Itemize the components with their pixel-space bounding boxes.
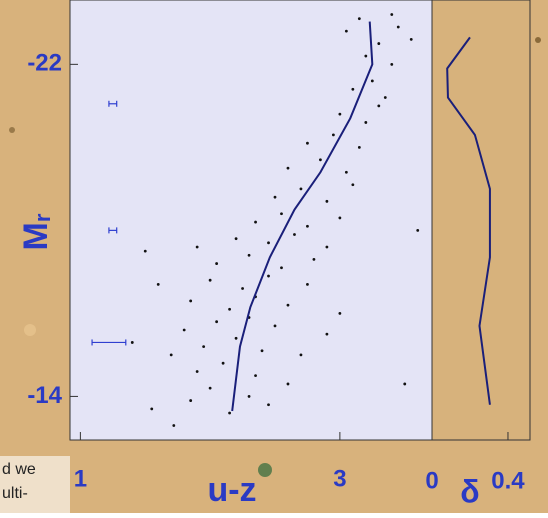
data-point (189, 299, 193, 303)
data-point (357, 17, 361, 21)
texture-spot (24, 324, 36, 336)
data-point (241, 287, 244, 290)
data-point (351, 183, 355, 187)
data-point (169, 353, 173, 357)
plot-area (431, 0, 531, 441)
side-panel: 0 0.4 (425, 0, 531, 494)
data-point (357, 145, 361, 149)
data-point (150, 407, 154, 411)
data-point (195, 370, 199, 373)
data-point (344, 29, 348, 33)
data-point (351, 87, 355, 91)
y-axis-label-sub: r (30, 213, 55, 222)
data-point (267, 403, 270, 407)
data-point (228, 411, 231, 415)
data-point (338, 216, 342, 220)
data-point (390, 13, 394, 16)
data-point (396, 25, 400, 29)
data-point (286, 382, 290, 386)
data-point (364, 121, 368, 124)
y-axis-label: Mr (17, 213, 55, 250)
data-point (247, 253, 251, 257)
data-point (234, 336, 238, 340)
data-point (325, 332, 329, 336)
text-backdrop (0, 456, 70, 513)
plot-area (69, 0, 433, 441)
data-point (409, 38, 413, 41)
data-point (312, 258, 316, 261)
data-point (293, 233, 296, 236)
slide-text: d we (2, 461, 36, 478)
data-point (267, 241, 270, 245)
data-point (221, 361, 225, 365)
data-point (280, 212, 283, 216)
delta-line (446, 36, 491, 405)
data-point (344, 170, 348, 174)
data-point (130, 341, 134, 344)
data-point (260, 349, 264, 353)
data-point (172, 424, 176, 427)
x-axis-label: u-z (207, 471, 256, 509)
data-point (331, 133, 335, 137)
data-point (215, 262, 219, 265)
data-point (306, 224, 309, 228)
texture-spot (535, 37, 541, 43)
data-point (208, 386, 212, 390)
data-point (254, 374, 257, 378)
data-point (208, 278, 212, 282)
data-point (286, 303, 290, 307)
slide-text: ulti- (2, 485, 28, 502)
data-point (416, 228, 420, 232)
data-point (306, 141, 309, 145)
data-point (195, 245, 199, 249)
data-point (377, 104, 381, 108)
data-point (202, 345, 206, 349)
data-point (299, 353, 303, 357)
data-point (364, 54, 368, 58)
side-x-axis-label: δ (460, 473, 479, 509)
data-point (383, 96, 387, 99)
data-point (286, 166, 290, 170)
error-bar (108, 100, 118, 107)
data-point (319, 158, 322, 162)
main-panel: 1 3 -22 -14 (27, 0, 433, 492)
data-point (325, 245, 329, 249)
x-tick-label: 3 (333, 465, 346, 492)
error-bar (91, 339, 127, 346)
data-point (254, 220, 257, 224)
data-point (247, 395, 251, 398)
y-tick-label: -22 (27, 50, 62, 77)
x-tick-label: 0 (425, 467, 438, 494)
data-point (306, 282, 309, 286)
data-point (182, 328, 186, 332)
error-bar (108, 227, 118, 234)
data-point (156, 282, 160, 286)
data-point (143, 249, 147, 253)
data-point (234, 237, 238, 241)
y-tick-label: -14 (27, 382, 62, 409)
data-point (390, 62, 394, 66)
data-point (338, 112, 342, 116)
data-point (228, 307, 231, 311)
data-point (377, 42, 381, 45)
data-point (338, 311, 342, 315)
x-tick-label: 0.4 (491, 467, 525, 494)
data-point (215, 320, 219, 324)
data-point (299, 187, 303, 191)
mean-line (231, 21, 374, 412)
data-point (325, 199, 329, 203)
data-point (273, 195, 277, 199)
data-point (189, 399, 193, 402)
texture-spot (258, 463, 272, 477)
x-tick-label: 1 (74, 465, 87, 492)
data-point (280, 266, 283, 270)
data-point (273, 324, 277, 328)
data-point (370, 79, 374, 83)
texture-spot (9, 127, 15, 133)
data-point (267, 274, 270, 278)
data-point (403, 382, 407, 386)
y-axis-label-main: M (17, 222, 55, 250)
